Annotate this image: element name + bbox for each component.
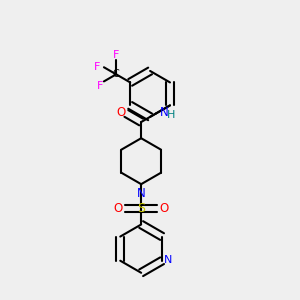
Text: O: O xyxy=(159,202,169,215)
Text: F: F xyxy=(94,62,101,72)
Text: N: N xyxy=(137,187,146,200)
Text: F: F xyxy=(97,81,103,91)
Text: H: H xyxy=(167,110,176,120)
Text: C: C xyxy=(113,69,120,79)
Text: N: N xyxy=(160,106,168,119)
Text: N: N xyxy=(164,255,173,265)
Text: F: F xyxy=(113,50,119,60)
Text: S: S xyxy=(137,202,145,215)
Text: O: O xyxy=(116,106,126,118)
Text: O: O xyxy=(114,202,123,215)
